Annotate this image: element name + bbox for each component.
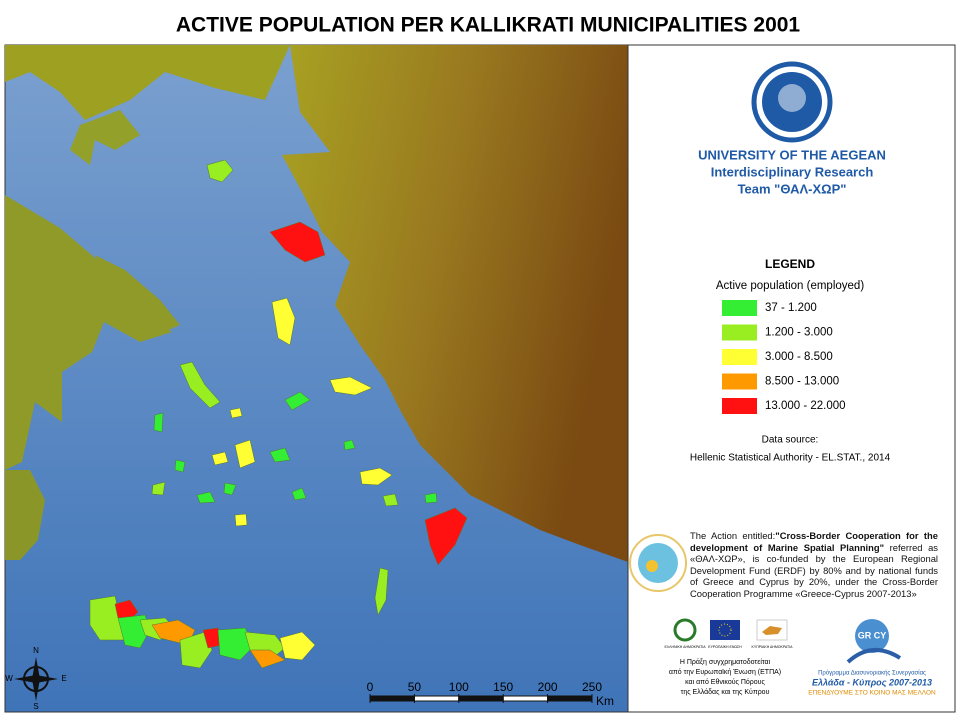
legend-swatch bbox=[722, 300, 757, 316]
compass-label: N bbox=[33, 646, 39, 655]
land-chalkidiki bbox=[70, 110, 140, 165]
municipality bbox=[211, 451, 229, 466]
side-panel bbox=[627, 44, 956, 713]
municipality bbox=[244, 631, 286, 661]
municipality bbox=[151, 481, 166, 496]
scale-label: 250 bbox=[582, 680, 602, 694]
scale-segment bbox=[413, 695, 460, 702]
legend-swatch bbox=[722, 373, 757, 390]
land-anatolia bbox=[282, 45, 628, 562]
municipality bbox=[229, 407, 243, 419]
municipality bbox=[174, 459, 186, 473]
municipality bbox=[284, 391, 311, 411]
compass-label: S bbox=[33, 702, 38, 711]
scale-label: 150 bbox=[493, 680, 513, 694]
legend-label: 1.200 - 3.000 bbox=[765, 327, 833, 339]
programme-logo: GR CY bbox=[846, 619, 902, 664]
municipality bbox=[359, 467, 393, 486]
scale-label: 0 bbox=[367, 680, 374, 694]
municipality bbox=[271, 297, 296, 346]
institution-name: UNIVERSITY OF THE AEGEAN bbox=[698, 147, 886, 162]
legend-swatch bbox=[722, 398, 757, 414]
legend-label: 3.000 - 8.500 bbox=[765, 351, 833, 363]
funding-line: της Ελλάδας και της Κύπρου bbox=[681, 688, 770, 696]
legend-label: 13.000 - 22.000 bbox=[765, 400, 846, 412]
programme-logo-text: GR CY bbox=[858, 630, 887, 640]
municipality bbox=[424, 492, 438, 504]
compass-label: E bbox=[61, 674, 66, 683]
legend-swatch bbox=[722, 324, 757, 341]
action-name: "Cross-Border Cooperation for the develo… bbox=[690, 530, 938, 553]
data-source: Hellenic Statistical Authority - EL.STAT… bbox=[690, 453, 891, 464]
municipality bbox=[206, 159, 234, 183]
scale-segment bbox=[547, 695, 593, 702]
land-euboea bbox=[95, 255, 180, 330]
legend-subtitle: Active population (employed) bbox=[716, 280, 864, 292]
university-logo bbox=[751, 61, 833, 143]
scale-segment bbox=[458, 695, 504, 702]
municipality bbox=[153, 412, 164, 433]
land-peloponnese bbox=[5, 470, 45, 560]
municipality bbox=[234, 439, 256, 469]
funding-logos: ΕΛΛΗΝΙΚΗ ΔΗΜΟΚΡΑΤΙΑ ΕΥΡΩΠΑΪΚΗ ΕΝΩΣΗ ΚΥΠΡ… bbox=[664, 618, 794, 649]
municipality bbox=[269, 221, 326, 263]
municipality bbox=[329, 376, 373, 396]
scale-unit: Km bbox=[596, 694, 614, 708]
legend-title: LEGEND bbox=[765, 257, 815, 271]
funding-line: Η Πράξη συγχρηματοδοτείται bbox=[680, 658, 771, 666]
compass: N E S W bbox=[5, 646, 66, 711]
action-intro: The Action entitled: bbox=[690, 530, 776, 541]
municipality bbox=[223, 482, 237, 496]
land-thrace bbox=[5, 45, 290, 120]
municipality bbox=[179, 361, 221, 409]
action-rest: referred as «ΘΑΛ-ΧΩΡ», is co-funded by t… bbox=[690, 541, 938, 599]
compass-label: W bbox=[5, 674, 13, 683]
municipality bbox=[217, 627, 256, 661]
legend-label: 8.500 - 13.000 bbox=[765, 376, 839, 388]
institution-line: Interdisciplinary Research bbox=[711, 164, 874, 179]
action-text: The Action entitled:"Cross-Border Cooper… bbox=[690, 530, 938, 599]
logo-caption: ΕΛΛΗΝΙΚΗ ΔΗΜΟΚΡΑΤΙΑ bbox=[664, 645, 706, 649]
programme-name: Ελλάδα - Κύπρος 2007-2013 bbox=[812, 677, 932, 687]
programme-motto: ΕΠΕΝΔΥΟΥΜΕ ΣΤΟ ΚΟΙΝΟ ΜΑΣ ΜΕΛΛΟΝ bbox=[808, 690, 936, 697]
scale-label: 200 bbox=[538, 680, 558, 694]
legend-swatch bbox=[722, 349, 757, 365]
municipality bbox=[382, 493, 399, 507]
municipality bbox=[196, 491, 216, 504]
funding-line: από την Ευρωπαϊκή Ένωση (ΕΤΠΑ) bbox=[669, 668, 781, 676]
scale-segment bbox=[369, 695, 415, 702]
legend: 37 - 1.200 1.200 - 3.000 3.000 - 8.500 8.50… bbox=[722, 300, 846, 414]
municipality bbox=[343, 439, 356, 451]
logo-caption: ΕΥΡΩΠΑΪΚΗ ΕΝΩΣΗ bbox=[708, 645, 742, 649]
municipality bbox=[291, 487, 307, 501]
legend-label: 37 - 1.200 bbox=[765, 302, 817, 314]
municipality bbox=[279, 631, 316, 661]
islands bbox=[89, 159, 468, 669]
municipality bbox=[424, 507, 468, 566]
data-source-label: Data source: bbox=[762, 435, 819, 446]
institution-line: Team "ΘΑΛ-ΧΩΡ" bbox=[738, 181, 847, 196]
funding-line: και από Εθνικούς Πόρους bbox=[685, 678, 765, 686]
municipality bbox=[249, 649, 286, 669]
municipality bbox=[374, 567, 389, 616]
programme-caption: Πρόγραμμα Διασυνοριακής Συνεργασίας bbox=[818, 670, 926, 677]
municipality bbox=[269, 447, 291, 463]
scale-label: 100 bbox=[449, 680, 469, 694]
scale-label: 50 bbox=[408, 680, 422, 694]
municipality bbox=[234, 513, 248, 527]
land-mainland bbox=[5, 195, 172, 470]
logo-caption: ΚΥΠΡΙΑΚΗ ΔΗΜΟΚΡΑΤΙΑ bbox=[752, 645, 794, 649]
scale-segment bbox=[502, 695, 549, 702]
project-logo bbox=[629, 534, 687, 592]
title: ACTIVE POPULATION PER KALLIKRATI MUNICIP… bbox=[176, 14, 801, 37]
municipality bbox=[179, 631, 213, 669]
